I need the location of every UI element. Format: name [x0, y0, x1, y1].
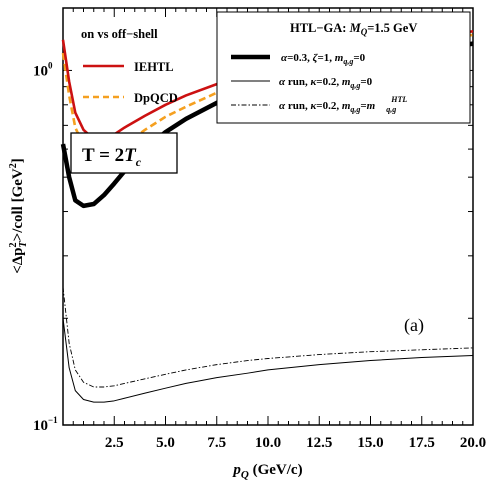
y-tick-label: 100 [33, 60, 53, 79]
x-tick-label: 10.0 [255, 435, 281, 451]
x-tick-label: 5.0 [156, 435, 175, 451]
legend-label-alpha03: α=0.3, ζ=1, mq,g=0 [281, 52, 366, 66]
legend-label-dpqcd: DpQCD [134, 91, 178, 105]
x-tick-label: 17.5 [409, 435, 435, 451]
legend-right-title: HTL−GA: MQ=1.5 GeV [290, 21, 417, 37]
y-tick-label: 10−1 [33, 415, 58, 434]
x-tick-label: 20.0 [460, 435, 486, 451]
temperature-annotation: T = 2Tc [82, 145, 142, 169]
x-tick-label: 2.5 [105, 435, 124, 451]
panel-label: (a) [404, 315, 424, 336]
series-line-4 [62, 286, 474, 388]
temperature-box [70, 132, 178, 174]
x-tick-label: 12.5 [306, 435, 332, 451]
legend-htl-ga: HTL−GA: MQ=1.5 GeV α=0.3, ζ=1, mq,g=0 α … [216, 11, 471, 124]
legend-right-box [216, 11, 471, 124]
legend-left-title: on vs off−shell [81, 27, 158, 41]
y-axis-label: <Δp2T>/coll [GeV2] [8, 158, 29, 274]
x-tick-label: 15.0 [357, 435, 383, 451]
x-axis-ticks: 2.5 5.0 7.5 10.0 12.5 15.0 17.5 20.0 [72, 8, 486, 451]
x-tick-label: 7.5 [207, 435, 226, 451]
legend-on-off-shell: on vs off−shell IEHTL DpQCD [81, 27, 178, 105]
legend-label-arun-massless: α run, κ=0.2, mq,g=0 [279, 76, 373, 90]
x-axis-label: pQ (GeV/c) [231, 462, 302, 481]
series-line-3 [62, 318, 474, 403]
legend-label-iehtl: IEHTL [134, 60, 174, 74]
